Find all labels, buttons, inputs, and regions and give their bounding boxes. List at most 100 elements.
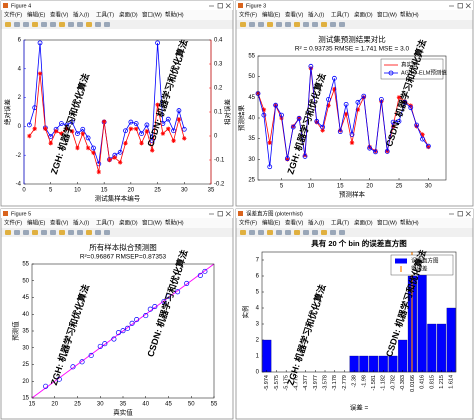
x-tick-label: 25 [396,184,403,190]
toolbar-button[interactable] [50,22,56,27]
menu-item[interactable]: 文件(F) [4,10,22,18]
menu-item[interactable]: 编辑(E) [262,10,281,18]
maximize-button[interactable] [217,3,223,9]
toolbar-button[interactable] [276,22,282,27]
toolbar-button[interactable] [330,22,336,27]
menu-item[interactable]: 编辑(E) [27,10,46,18]
menu-item[interactable]: 桌面(D) [354,218,373,226]
toolbar-button[interactable] [339,230,345,235]
marker [402,99,408,105]
toolbar-button[interactable] [86,22,92,27]
toolbar-button[interactable] [5,22,11,27]
y-tick-label: 55 [22,262,29,268]
menu-item[interactable]: 工具(T) [331,11,349,18]
toolbar-button[interactable] [68,230,74,235]
toolbar-button[interactable] [240,22,246,27]
menu-item[interactable]: 文件(F) [239,10,257,18]
menu-item[interactable]: 帮助(H) [165,10,184,18]
menu-item[interactable]: 文件(F) [239,218,257,226]
toolbar-button[interactable] [104,230,110,235]
menu-item[interactable]: 工具(T) [96,219,114,226]
toolbar-button[interactable] [285,22,291,27]
toolbar-button[interactable] [86,230,92,235]
x-tick-label: 0 [22,188,26,194]
menu-item[interactable]: 工具(T) [96,11,114,18]
menu-item[interactable]: 帮助(H) [400,10,419,18]
toolbar-button[interactable] [285,230,291,235]
toolbar-button[interactable] [14,230,20,235]
menu-item[interactable]: 窗口(W) [377,10,397,18]
toolbar-button[interactable] [258,22,264,27]
menu-item[interactable]: 查看(V) [285,10,304,18]
toolbar-button[interactable] [41,22,47,27]
toolbar-button[interactable] [321,230,327,235]
toolbar-button[interactable] [258,230,264,235]
toolbar-button[interactable] [59,22,65,27]
menu-item[interactable]: 窗口(W) [142,218,162,226]
toolbar-button[interactable] [14,22,20,27]
toolbar-button[interactable] [339,22,345,27]
close-button[interactable] [465,3,471,9]
toolbar-button[interactable] [294,230,300,235]
title-bar [1,209,233,218]
menu-item[interactable]: 帮助(H) [165,218,184,226]
toolbar-button[interactable] [77,22,83,27]
toolbar-button[interactable] [249,230,255,235]
title-bar [236,1,473,10]
marker [155,40,160,46]
menu-item[interactable]: 编辑(E) [262,218,281,226]
marker [414,122,420,128]
toolbar-button[interactable] [267,230,273,235]
toolbar-button[interactable] [41,230,47,235]
menu-item[interactable]: 桌面(D) [119,10,138,18]
toolbar-button[interactable] [32,230,38,235]
toolbar-button[interactable] [95,230,101,235]
scatter-point [184,280,190,286]
toolbar-button[interactable] [240,230,246,235]
toolbar-button[interactable] [321,22,327,27]
menu-item[interactable]: 桌面(D) [119,218,138,226]
close-button[interactable] [225,3,231,9]
toolbar-button[interactable] [312,22,318,27]
toolbar-button[interactable] [267,22,273,27]
toolbar-button[interactable] [23,22,29,27]
menu-item[interactable]: 插入(I) [308,218,324,226]
menu-item[interactable]: 工具(T) [331,219,349,226]
menu-item[interactable]: 桌面(D) [354,10,373,18]
toolbar-button[interactable] [294,22,300,27]
toolbar-button[interactable] [95,22,101,27]
menu-item[interactable]: 窗口(W) [142,10,162,18]
menu-item[interactable]: 编辑(E) [27,218,46,226]
toolbar-button[interactable] [312,230,318,235]
toolbar-button[interactable] [50,230,56,235]
menu-item[interactable]: 文件(F) [4,218,22,226]
toolbar-button[interactable] [104,22,110,27]
x-tick-label: 25 [154,188,161,194]
menu-item[interactable]: 帮助(H) [400,218,419,226]
menu-item[interactable]: 查看(V) [50,10,69,18]
toolbar-button[interactable] [23,230,29,235]
toolbar-button[interactable] [330,230,336,235]
menu-item[interactable]: 查看(V) [285,218,304,226]
toolbar-button[interactable] [5,230,11,235]
menu-item[interactable]: 窗口(W) [377,218,397,226]
maximize-button[interactable] [217,211,223,217]
toolbar-button[interactable] [77,230,83,235]
marker [284,156,290,161]
toolbar-button[interactable] [59,230,65,235]
toolbar-button[interactable] [32,22,38,27]
menu-item[interactable]: 查看(V) [50,218,69,226]
axes-box [31,263,215,399]
menu-item[interactable]: 插入(I) [308,10,324,18]
menu-item[interactable]: 插入(I) [73,10,89,18]
close-button[interactable] [465,211,471,217]
toolbar-button[interactable] [249,22,255,27]
toolbar-button[interactable] [276,230,282,235]
toolbar-button[interactable] [303,22,309,27]
maximize-button[interactable] [457,3,463,9]
maximize-button[interactable] [457,211,463,217]
close-button[interactable] [225,211,231,217]
toolbar-button[interactable] [68,22,74,27]
toolbar-button[interactable] [303,230,309,235]
menu-item[interactable]: 插入(I) [73,218,89,226]
